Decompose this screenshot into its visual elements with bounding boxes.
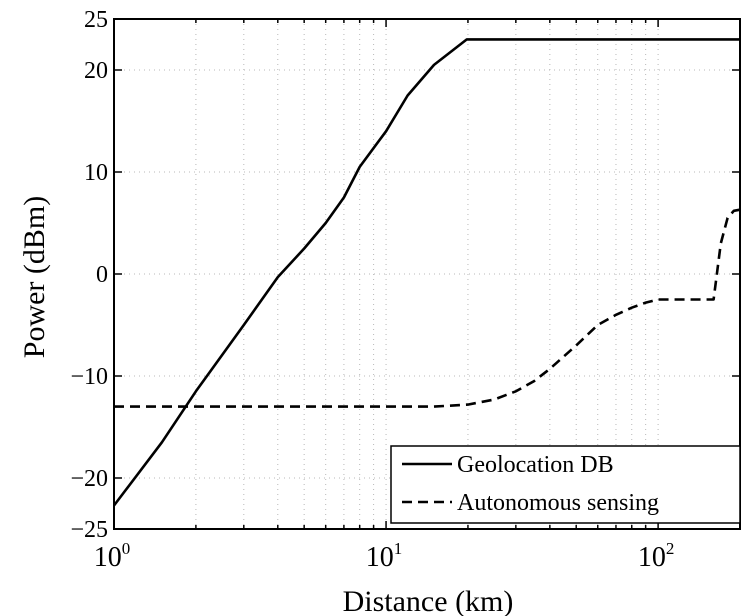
series-line-autonomous-sensing: [114, 208, 741, 408]
x-tick-label: 101: [366, 539, 403, 573]
y-tick-label: −25: [70, 517, 108, 543]
y-axis-title: Power (dBm): [18, 196, 51, 358]
x-tick-label: 102: [638, 539, 675, 573]
x-axis-title: Distance (km): [343, 585, 514, 616]
series-line-geolocation-db: [112, 38, 740, 507]
legend-box: [390, 445, 741, 524]
y-tick-label: −10: [70, 364, 108, 390]
series-lines: [112, 38, 741, 507]
legend-label-autonomous-sensing: Autonomous sensing: [457, 490, 659, 516]
y-tick-label: −20: [70, 466, 108, 492]
y-tick-labels: −25 −20 −10 0 10 20 25: [70, 7, 108, 543]
y-tick-label: 0: [96, 262, 108, 288]
y-tick-label: 20: [84, 58, 108, 84]
x-tick-label: 100: [94, 539, 131, 573]
y-tick-label: 10: [84, 160, 108, 186]
legend-label-geolocation-db: Geolocation DB: [457, 452, 614, 478]
grid-lines: [114, 19, 740, 529]
x-tick-labels: 100 101 102: [94, 539, 675, 573]
legend: Geolocation DB Autonomous sensing: [390, 445, 741, 524]
axis-ticks: [113, 18, 741, 530]
y-tick-label: 25: [84, 7, 108, 33]
